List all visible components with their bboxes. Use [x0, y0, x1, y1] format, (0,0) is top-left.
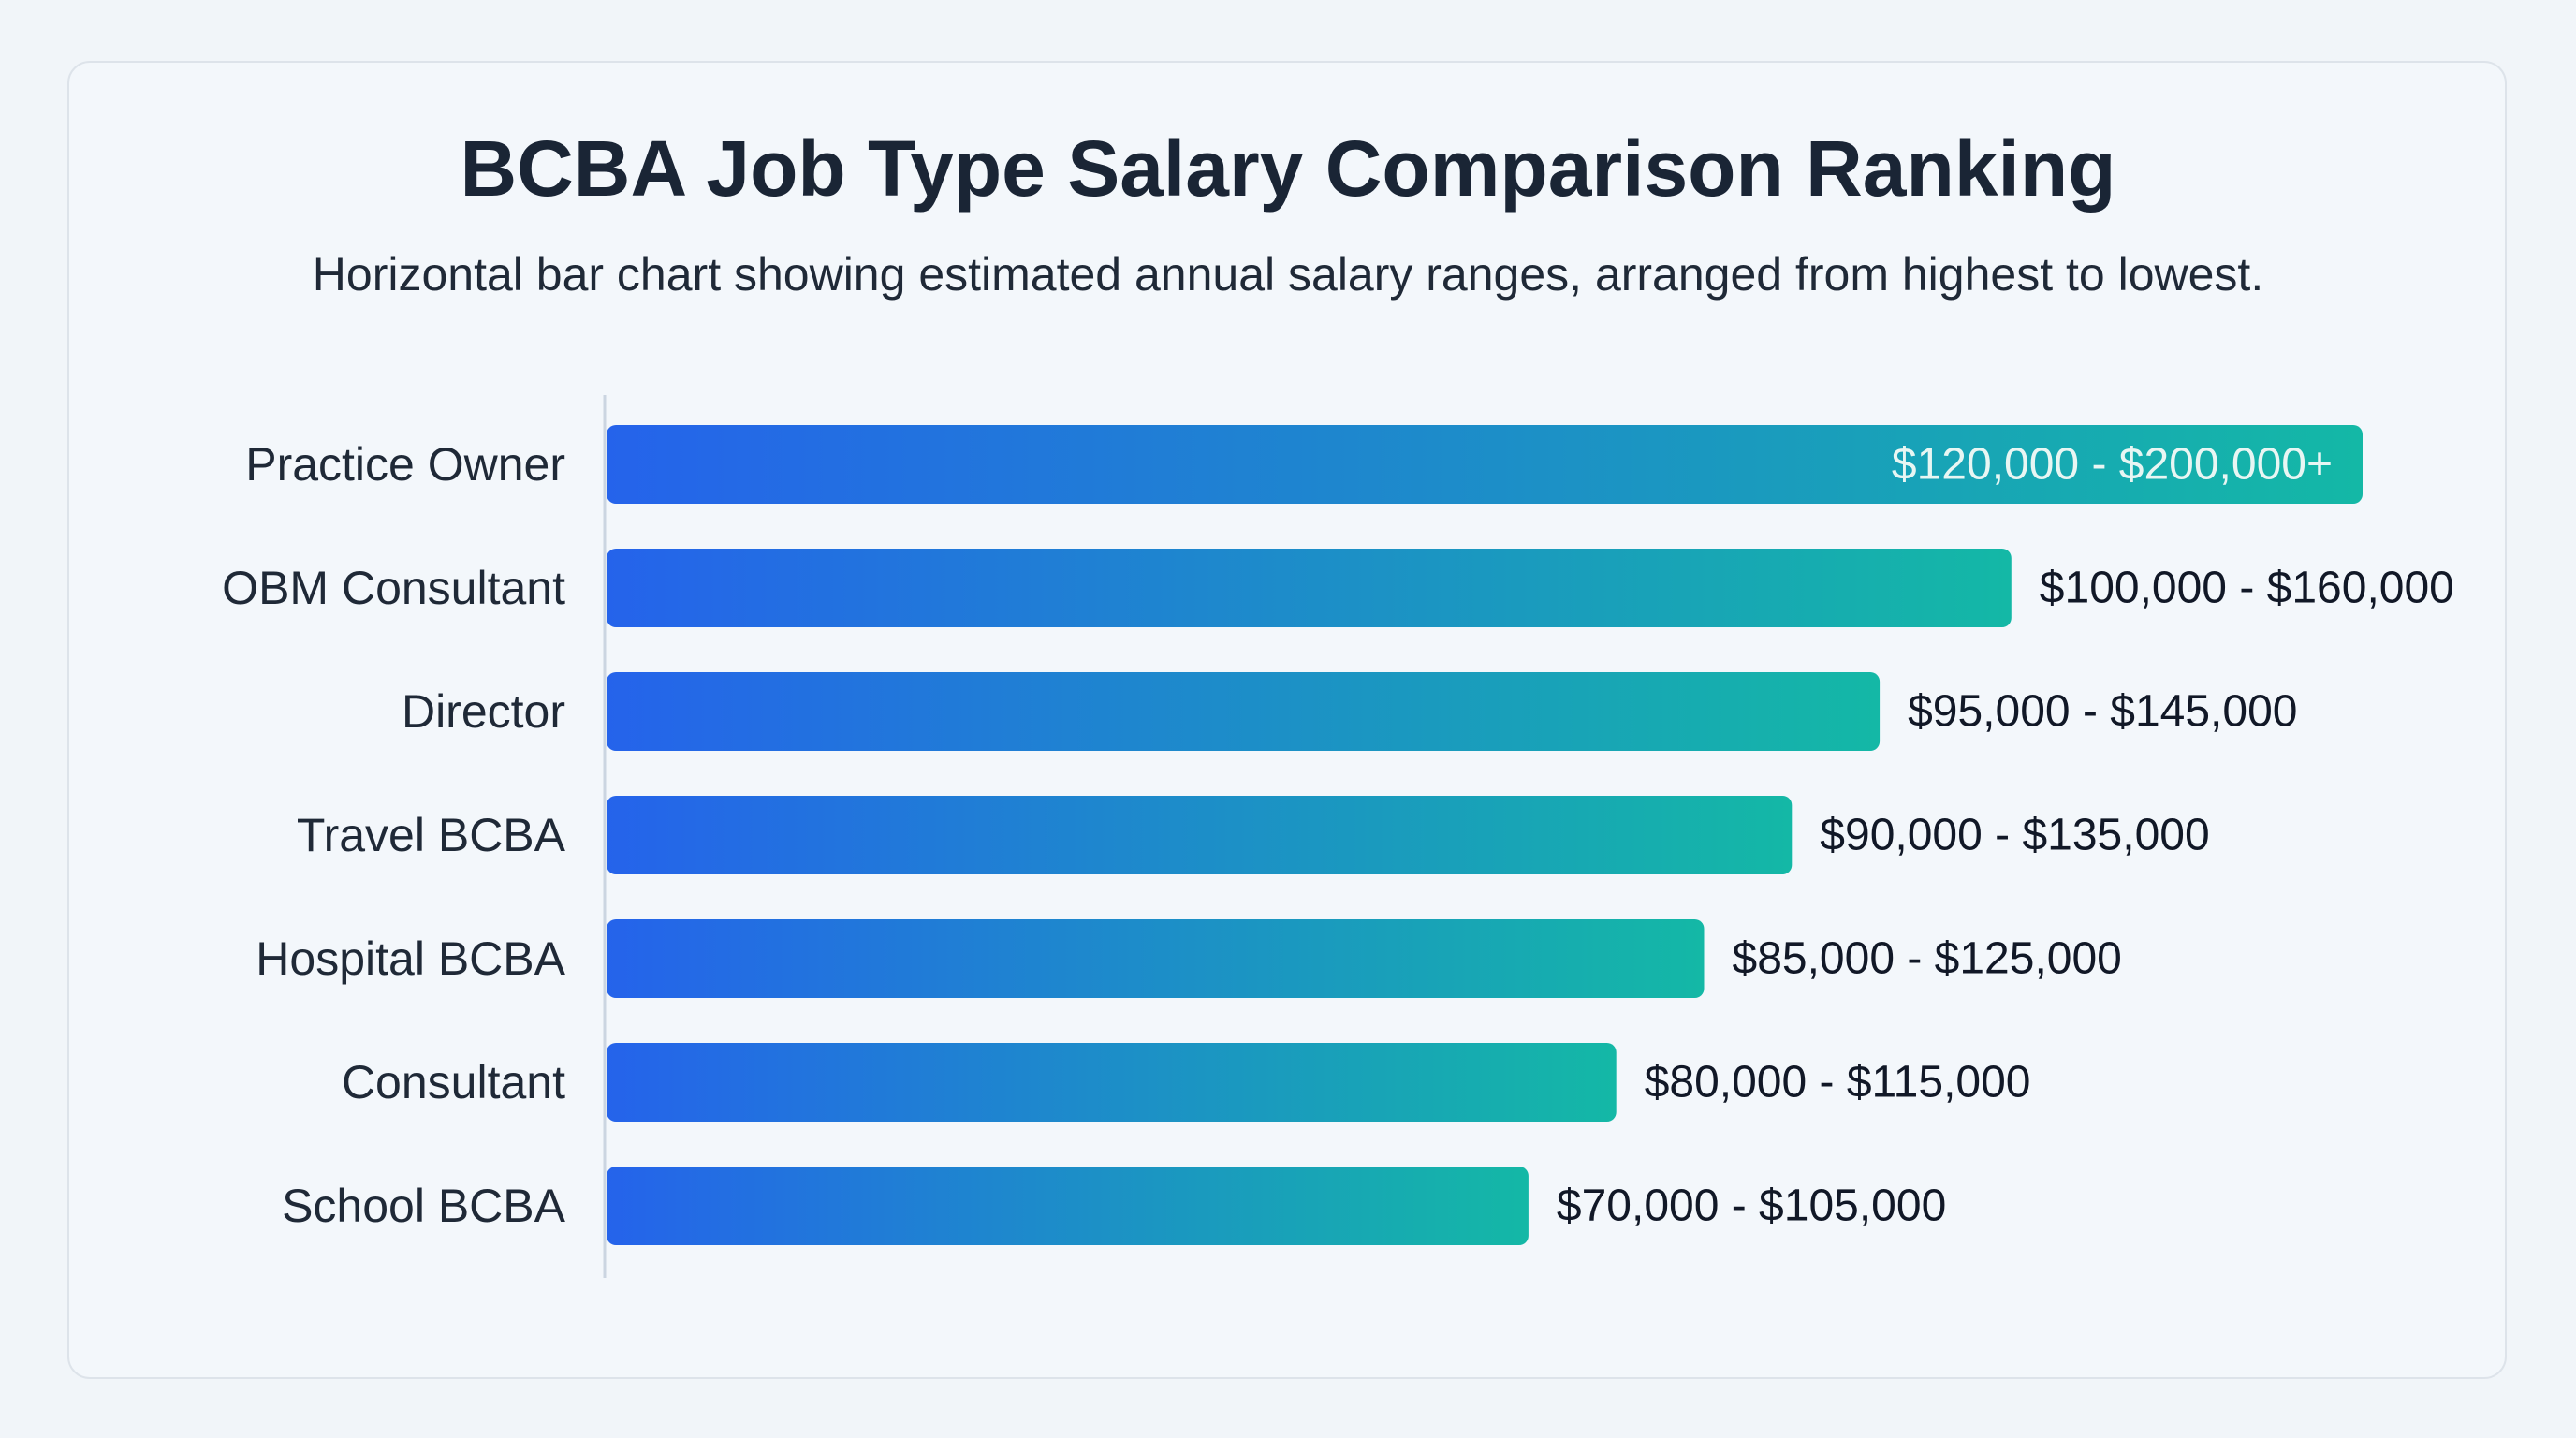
bar-hospital-bcba [607, 919, 1705, 998]
bar-travel-bcba [607, 796, 1793, 874]
value-label: $85,000 - $125,000 [1733, 934, 2122, 984]
value-label: $80,000 - $115,000 [1645, 1058, 2031, 1108]
bar-school-bcba [607, 1167, 1529, 1245]
bar-practice-owner [607, 425, 2363, 504]
value-label: $120,000 - $200,000+ [1892, 440, 2333, 490]
chart-title: BCBA Job Type Salary Comparison Ranking [460, 125, 2116, 213]
value-label: $90,000 - $135,000 [1820, 811, 2209, 860]
category-label: School BCBA [282, 1180, 566, 1232]
category-label: Consultant [342, 1056, 565, 1108]
category-label: Travel BCBA [297, 809, 566, 861]
category-label: OBM Consultant [222, 562, 565, 614]
value-label: $100,000 - $160,000 [2040, 564, 2454, 613]
category-label: Director [402, 685, 565, 738]
bar-consultant [607, 1043, 1617, 1122]
category-label: Hospital BCBA [256, 932, 565, 985]
bar-obm-consultant [607, 549, 2012, 627]
value-label: $70,000 - $105,000 [1557, 1181, 1946, 1231]
bars-group: Practice Owner $120,000 - $200,000+ OBM Co… [222, 425, 2454, 1245]
bar-director [607, 672, 1881, 751]
category-label: Practice Owner [245, 438, 565, 491]
value-label: $95,000 - $145,000 [1908, 687, 2297, 737]
chart-subtitle: Horizontal bar chart showing estimated a… [312, 248, 2264, 301]
